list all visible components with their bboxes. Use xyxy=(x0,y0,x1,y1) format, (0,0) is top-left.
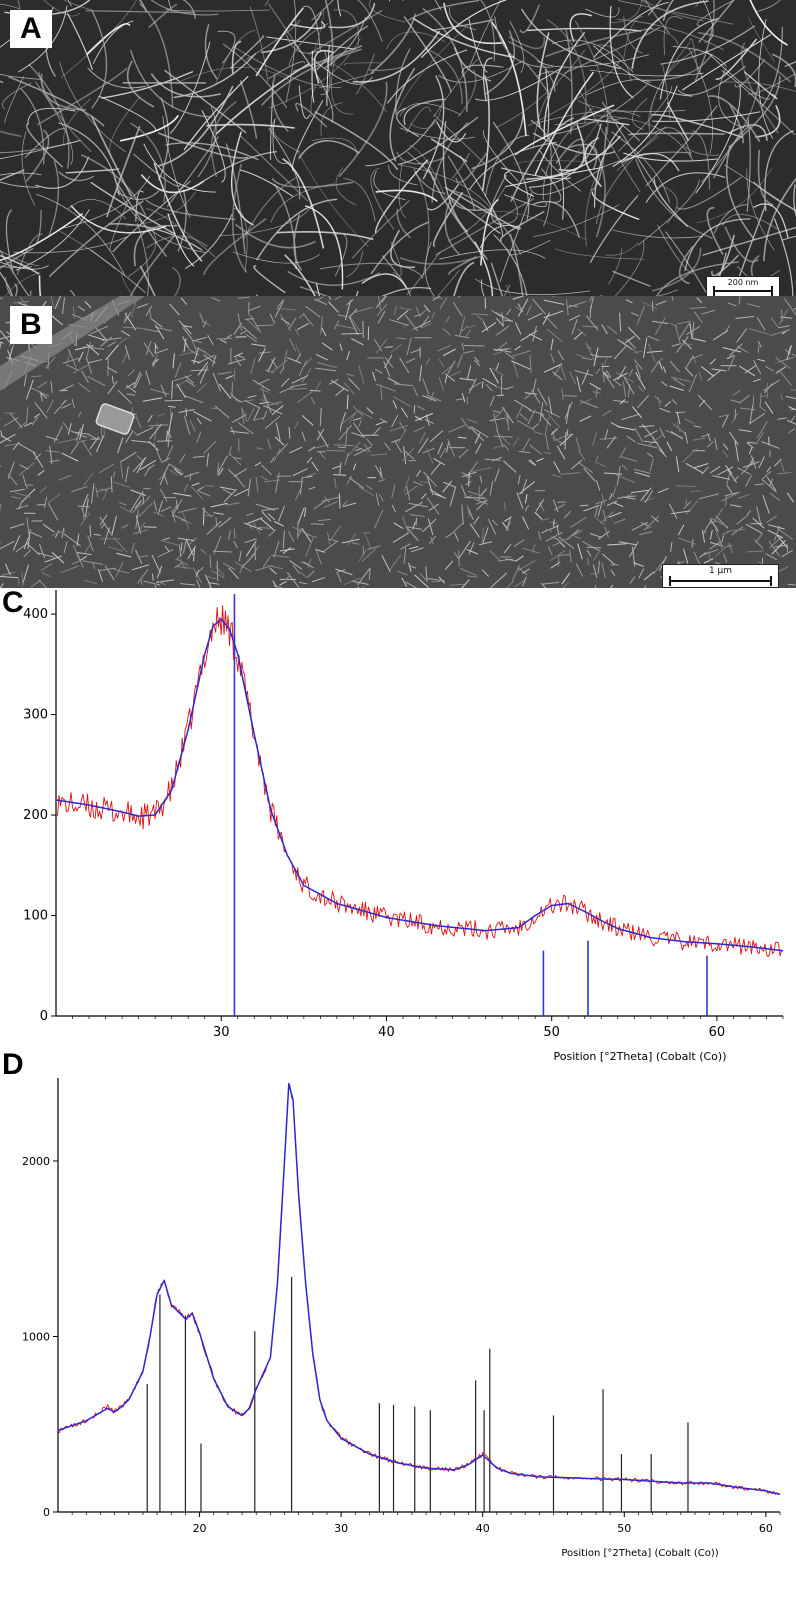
rod-texture xyxy=(0,296,796,588)
sem-image-b: B 1 µm xyxy=(0,296,796,588)
y-tick-label: 2000 xyxy=(22,1155,50,1168)
x-axis-label: Position [°2Theta] (Cobalt (Co)) xyxy=(554,1050,727,1063)
scalebar-b: 1 µm xyxy=(662,564,779,588)
sem-rods-b xyxy=(0,296,796,588)
sem-image-a: A 200 nm xyxy=(0,0,796,296)
y-tick-label: 400 xyxy=(23,607,48,622)
xrd-chart-c: 0 100 200 300 400 30 40 50 60 Position [°2Theta] … xyxy=(23,590,784,1063)
fiber-strands xyxy=(0,0,796,296)
x-tick-label: 60 xyxy=(759,1522,773,1535)
y-tick-label: 0 xyxy=(40,1009,48,1024)
fitted-pattern-line xyxy=(57,1083,781,1496)
x-axis-label: Position [°2Theta] (Cobalt (Co)) xyxy=(561,1548,718,1559)
sem-fibers-a xyxy=(0,0,796,296)
y-tick-label: 200 xyxy=(23,808,48,823)
fitted-pattern-line xyxy=(55,618,784,952)
y-tick-label: 300 xyxy=(23,708,48,723)
panel-label-c: C xyxy=(2,586,24,619)
x-tick-label: 60 xyxy=(709,1025,726,1040)
x-tick-label: 40 xyxy=(378,1025,395,1040)
panel-label-b: B xyxy=(10,306,52,344)
x-tick-label: 40 xyxy=(476,1522,490,1535)
particle xyxy=(95,403,135,435)
y-tick-label: 100 xyxy=(23,909,48,924)
x-tick-label: 30 xyxy=(213,1025,230,1040)
x-tick-label: 50 xyxy=(617,1522,631,1535)
y-tick-label: 1000 xyxy=(22,1330,50,1343)
y-tick-label: 0 xyxy=(43,1506,50,1519)
panel-label-a: A xyxy=(10,10,52,48)
xrd-chart-d: 0 1000 2000 20 30 40 50 60 Position [°2Theta] (C… xyxy=(22,1078,781,1559)
scalebar-b-text: 1 µm xyxy=(708,566,733,576)
scalebar-a-text: 200 nm xyxy=(727,278,759,287)
measured-pattern-line xyxy=(55,605,784,957)
panel-label-d: D xyxy=(2,1048,24,1081)
x-tick-label: 30 xyxy=(334,1522,348,1535)
x-tick-label: 20 xyxy=(193,1522,207,1535)
x-tick-label: 50 xyxy=(543,1025,560,1040)
scalebar-a: 200 nm xyxy=(706,276,780,296)
